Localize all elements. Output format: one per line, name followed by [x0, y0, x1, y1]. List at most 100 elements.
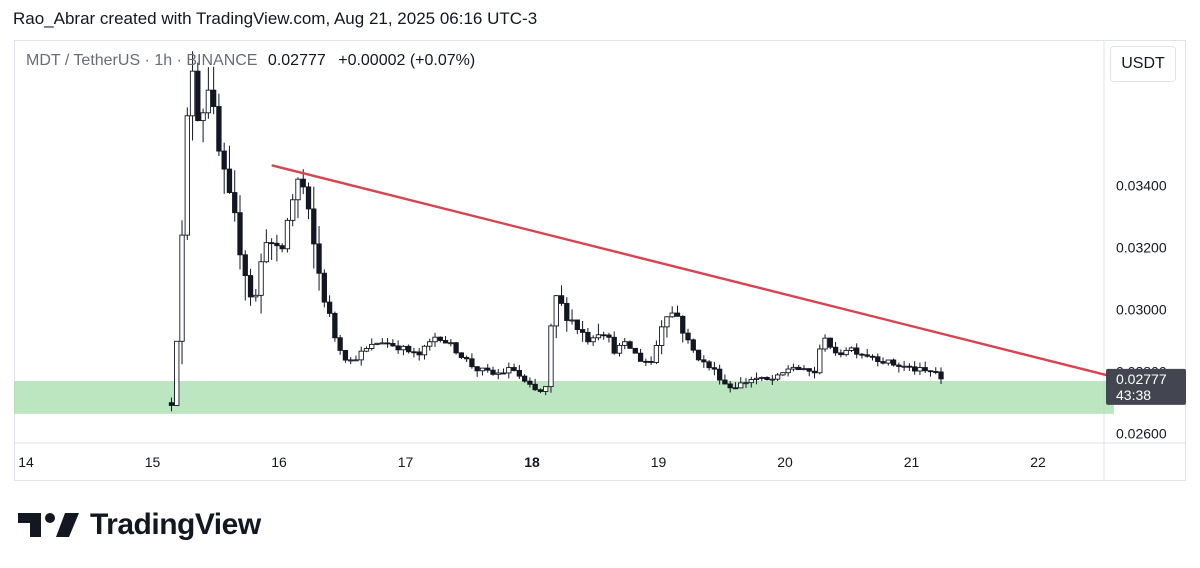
- candle[interactable]: [843, 347, 849, 357]
- candle[interactable]: [885, 359, 891, 366]
- candle[interactable]: [406, 344, 412, 354]
- candle[interactable]: [927, 370, 934, 377]
- candle[interactable]: [369, 338, 375, 351]
- candle[interactable]: [221, 142, 227, 194]
- candle[interactable]: [195, 62, 201, 122]
- candle[interactable]: [632, 347, 638, 354]
- candle[interactable]: [316, 226, 322, 291]
- candle[interactable]: [622, 338, 628, 350]
- candle[interactable]: [869, 354, 876, 361]
- candle[interactable]: [506, 362, 512, 379]
- candle[interactable]: [875, 353, 881, 367]
- candle[interactable]: [606, 332, 612, 343]
- candle[interactable]: [585, 328, 591, 345]
- candle[interactable]: [395, 340, 401, 354]
- candle[interactable]: [706, 359, 712, 371]
- candle[interactable]: [284, 217, 291, 253]
- candle[interactable]: [411, 347, 417, 358]
- candle[interactable]: [722, 374, 728, 385]
- candle[interactable]: [669, 306, 675, 318]
- candle[interactable]: [168, 397, 175, 412]
- candle[interactable]: [374, 342, 380, 346]
- candle[interactable]: [390, 339, 396, 347]
- candle[interactable]: [695, 349, 702, 362]
- candle[interactable]: [295, 177, 301, 219]
- candle[interactable]: [701, 355, 707, 368]
- candle[interactable]: [659, 320, 665, 355]
- candle[interactable]: [727, 380, 733, 393]
- candle[interactable]: [363, 346, 370, 353]
- candle[interactable]: [817, 344, 823, 375]
- candle[interactable]: [274, 234, 280, 262]
- resistance-trendline[interactable]: [271, 164, 1116, 379]
- candle[interactable]: [548, 323, 554, 393]
- candle[interactable]: [205, 67, 212, 119]
- candle[interactable]: [917, 362, 923, 375]
- candle[interactable]: [616, 342, 623, 357]
- candle[interactable]: [258, 253, 264, 314]
- candle[interactable]: [532, 378, 538, 391]
- candle[interactable]: [933, 367, 939, 375]
- candle[interactable]: [500, 368, 507, 375]
- candle[interactable]: [326, 295, 333, 317]
- candle[interactable]: [485, 364, 491, 373]
- candle[interactable]: [780, 372, 786, 376]
- candle[interactable]: [305, 182, 312, 220]
- candle[interactable]: [769, 375, 776, 385]
- candle[interactable]: [595, 323, 602, 341]
- candle[interactable]: [806, 368, 812, 377]
- candle[interactable]: [358, 346, 364, 366]
- candle[interactable]: [332, 311, 338, 342]
- candle[interactable]: [189, 51, 196, 141]
- support-zone[interactable]: [14, 381, 1114, 414]
- candle[interactable]: [648, 356, 654, 365]
- candle[interactable]: [479, 367, 486, 376]
- candle[interactable]: [912, 361, 918, 375]
- candle[interactable]: [527, 377, 533, 388]
- candle[interactable]: [906, 363, 913, 371]
- candle[interactable]: [838, 349, 844, 358]
- candle[interactable]: [353, 355, 359, 362]
- candle[interactable]: [458, 352, 465, 360]
- candle[interactable]: [226, 145, 233, 194]
- candle[interactable]: [685, 328, 691, 344]
- candle[interactable]: [653, 340, 660, 365]
- symbol-name[interactable]: MDT / TetherUS · 1h · BINANCE: [26, 52, 258, 69]
- candle[interactable]: [643, 358, 649, 367]
- candle[interactable]: [437, 336, 443, 343]
- candle[interactable]: [664, 316, 670, 338]
- candle[interactable]: [469, 353, 475, 369]
- candle[interactable]: [553, 294, 559, 339]
- candle[interactable]: [247, 268, 254, 306]
- candle[interactable]: [453, 341, 459, 355]
- candle[interactable]: [179, 220, 185, 365]
- candle[interactable]: [543, 386, 549, 396]
- candle[interactable]: [279, 243, 285, 253]
- candle[interactable]: [569, 309, 575, 325]
- candle[interactable]: [432, 332, 438, 347]
- candle[interactable]: [896, 362, 902, 373]
- candle[interactable]: [337, 334, 343, 355]
- candle[interactable]: [796, 364, 802, 371]
- candle[interactable]: [427, 338, 433, 351]
- candle[interactable]: [242, 250, 248, 301]
- candle[interactable]: [827, 337, 833, 350]
- candle[interactable]: [922, 361, 928, 373]
- candle[interactable]: [611, 331, 617, 355]
- candle[interactable]: [674, 305, 681, 317]
- candle[interactable]: [263, 229, 269, 264]
- candle[interactable]: [790, 363, 797, 372]
- candle[interactable]: [711, 361, 718, 376]
- candle[interactable]: [321, 269, 327, 308]
- candle[interactable]: [290, 194, 296, 227]
- candle[interactable]: [216, 93, 222, 157]
- candle[interactable]: [637, 348, 644, 362]
- candle[interactable]: [579, 321, 586, 342]
- candle[interactable]: [880, 357, 886, 365]
- candle[interactable]: [348, 357, 354, 365]
- candle[interactable]: [400, 344, 407, 356]
- candle[interactable]: [511, 363, 517, 372]
- candle[interactable]: [801, 365, 807, 371]
- candle[interactable]: [384, 338, 391, 348]
